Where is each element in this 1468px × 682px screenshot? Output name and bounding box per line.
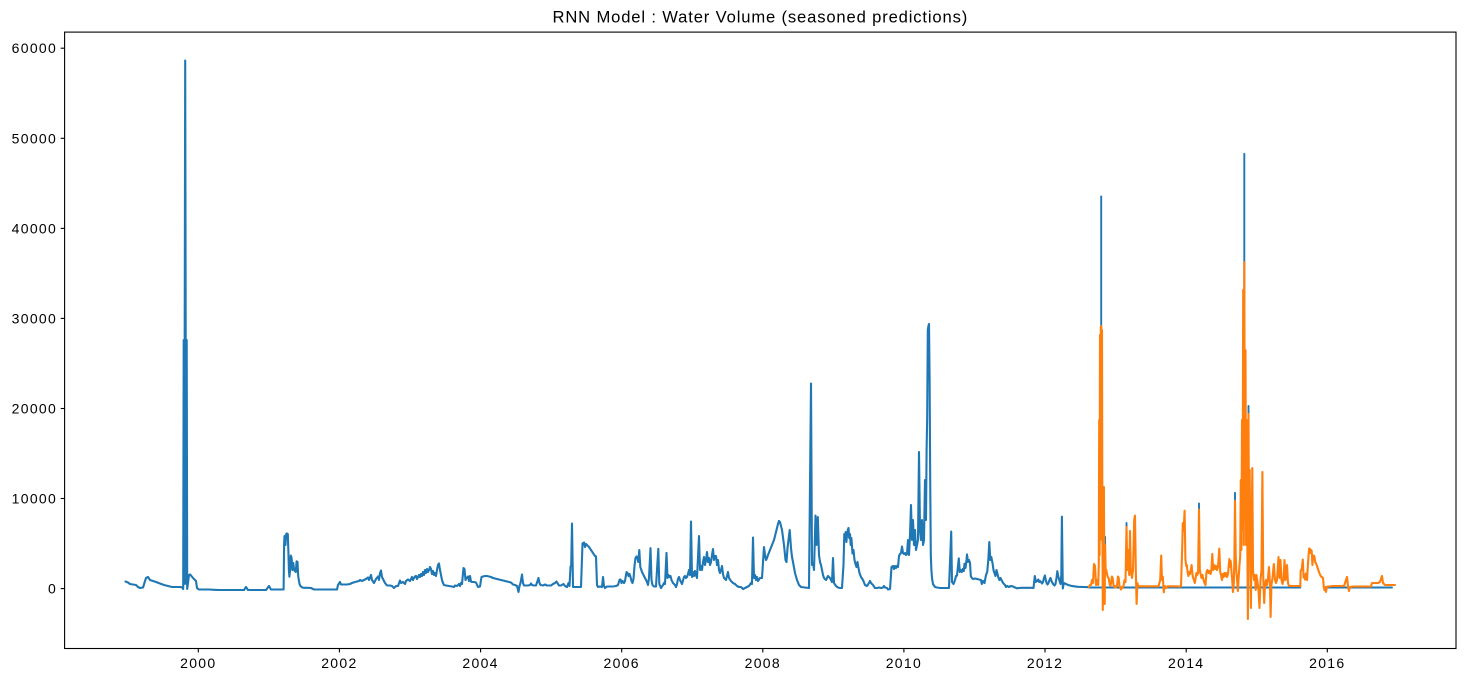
svg-text:2004: 2004 [462, 655, 498, 671]
svg-text:30000: 30000 [12, 310, 57, 326]
svg-text:RNN Model : Water Volume (seas: RNN Model : Water Volume (seasoned predi… [552, 8, 968, 27]
svg-text:20000: 20000 [12, 401, 57, 417]
svg-text:2010: 2010 [886, 655, 922, 671]
svg-text:0: 0 [48, 581, 57, 597]
svg-text:10000: 10000 [12, 491, 57, 507]
svg-text:2000: 2000 [180, 655, 216, 671]
svg-text:2002: 2002 [321, 655, 357, 671]
svg-text:50000: 50000 [12, 130, 57, 146]
svg-text:2014: 2014 [1168, 655, 1204, 671]
svg-text:60000: 60000 [12, 40, 57, 56]
svg-text:40000: 40000 [12, 220, 57, 236]
svg-text:2006: 2006 [604, 655, 640, 671]
svg-text:2012: 2012 [1027, 655, 1063, 671]
svg-text:2008: 2008 [745, 655, 781, 671]
svg-text:2016: 2016 [1309, 655, 1345, 671]
